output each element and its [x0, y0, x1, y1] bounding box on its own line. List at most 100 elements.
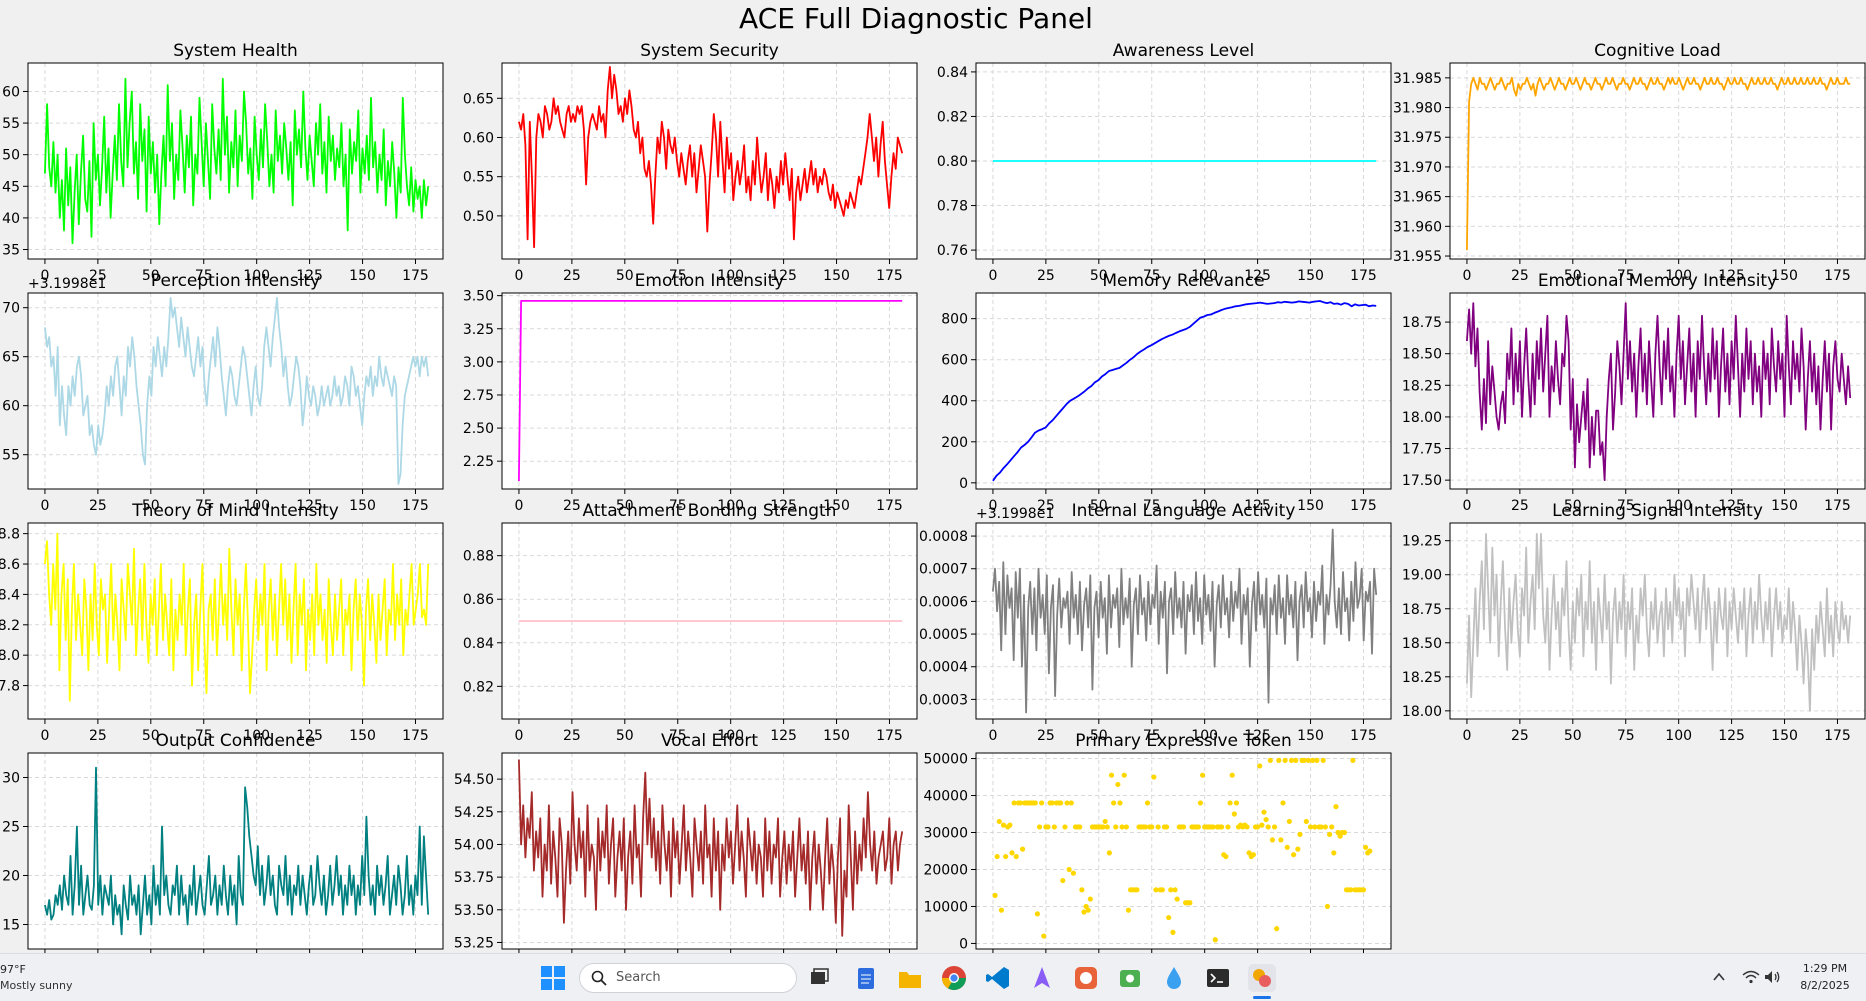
- chart-title: System Health: [173, 41, 298, 61]
- chevron-up-icon[interactable]: [1712, 970, 1726, 988]
- scatter-point: [1326, 831, 1333, 837]
- scatter-point: [1269, 837, 1276, 843]
- y-tick-label: 3.25: [463, 322, 494, 338]
- scatter-point: [1231, 811, 1237, 817]
- scatter-point: [1106, 850, 1112, 856]
- taskbar-search-box[interactable]: Search: [579, 963, 797, 993]
- plot-frame: [1449, 62, 1866, 260]
- scatter-point: [1007, 822, 1013, 828]
- y-tick-label: 0.82: [937, 109, 968, 125]
- scatter-point: [1102, 818, 1108, 825]
- plot-area: [28, 293, 443, 489]
- scatter-point: [1051, 824, 1057, 830]
- scatter-point: [1113, 824, 1119, 830]
- x-tick-label: 75: [669, 498, 687, 514]
- plot-frame: [1449, 292, 1866, 490]
- x-tick-label: 150: [1297, 728, 1324, 744]
- x-tick-label: 100: [1665, 498, 1692, 514]
- x-tick-label: 25: [89, 268, 107, 284]
- x-tick-label: 100: [243, 498, 270, 514]
- x-tick-label: 50: [616, 498, 634, 514]
- weather-temperature[interactable]: 97°F: [0, 963, 26, 976]
- weather-description[interactable]: Mostly sunny: [0, 979, 73, 992]
- vscode-icon[interactable]: [984, 964, 1012, 992]
- y-tick-label: 8.6: [0, 557, 20, 573]
- scatter-point: [1108, 772, 1115, 778]
- app-purple-icon[interactable]: [1028, 964, 1056, 992]
- x-tick-label: 100: [1191, 728, 1218, 744]
- axis-offset-label: +3.1998e1: [976, 506, 1054, 522]
- series-line: [518, 759, 904, 937]
- terminal-icon[interactable]: [1204, 964, 1232, 992]
- x-tick-label: 175: [876, 728, 903, 744]
- scatter-point: [1305, 757, 1312, 763]
- scatter-point: [1087, 896, 1093, 902]
- plot-area: [502, 63, 917, 259]
- x-tick-label: 125: [1718, 268, 1745, 284]
- y-tick-label: 3.50: [463, 289, 494, 305]
- x-tick-label: 125: [770, 498, 797, 514]
- scatter-point: [1111, 800, 1117, 806]
- x-tick-label: 175: [1350, 268, 1377, 284]
- y-tick-label: 0.84: [937, 65, 968, 81]
- x-tick-label: 175: [1824, 728, 1851, 744]
- series-line: [44, 532, 430, 702]
- y-tick-label: 2.75: [463, 388, 494, 404]
- scatter-point: [998, 907, 1005, 913]
- scatter-point: [1367, 848, 1373, 854]
- x-tick-label: 50: [1564, 268, 1582, 284]
- x-tick-label: 25: [1511, 268, 1529, 284]
- notepad-icon[interactable]: [852, 964, 880, 992]
- y-tick-label: 10000: [923, 899, 968, 915]
- y-tick-label: 400: [941, 394, 968, 410]
- series-line: [1466, 533, 1852, 712]
- windows-start-icon[interactable]: [539, 964, 567, 992]
- scatter-point: [1267, 757, 1273, 763]
- x-tick-label: 125: [296, 268, 323, 284]
- scatter-point: [1229, 772, 1235, 778]
- x-tick-label: 100: [717, 498, 744, 514]
- task-view-icon[interactable]: [805, 964, 833, 992]
- x-tick-label: 125: [1244, 268, 1271, 284]
- scatter-point: [1003, 853, 1009, 860]
- x-tick-label: 0: [988, 268, 997, 284]
- x-tick-label: 25: [1511, 498, 1529, 514]
- chart-title: Theory of Mind Intensity: [131, 501, 339, 521]
- scatter-point: [1210, 824, 1216, 830]
- x-tick-label: 0: [1462, 728, 1471, 744]
- y-tick-label: 200: [941, 435, 968, 451]
- y-tick-label: 35: [2, 243, 20, 259]
- x-tick-label: 100: [1191, 498, 1218, 514]
- volume-icon[interactable]: [1764, 970, 1782, 988]
- scatter-point: [1318, 824, 1324, 830]
- x-tick-label: 125: [1718, 498, 1745, 514]
- app-drop-icon[interactable]: [1160, 964, 1188, 992]
- file-explorer-icon[interactable]: [896, 964, 924, 992]
- x-tick-label: 50: [142, 728, 160, 744]
- y-tick-label: 55: [2, 448, 20, 464]
- y-tick-label: 18.25: [1402, 378, 1442, 394]
- series-line: [518, 300, 903, 482]
- wifi-icon[interactable]: [1742, 970, 1760, 988]
- x-tick-label: 50: [142, 268, 160, 284]
- scatter-point: [1115, 781, 1121, 788]
- clock-time[interactable]: 1:29 PM: [1802, 962, 1848, 975]
- scatter-point: [1180, 824, 1187, 830]
- x-tick-label: 125: [1718, 728, 1745, 744]
- python-app-icon[interactable]: [1248, 964, 1276, 992]
- chrome-icon[interactable]: [940, 964, 968, 992]
- chart-p9: 0 25 50 75 100 125 150 175 7.8 8.0 8.2 8.4 8.6 8.8 The…: [0, 501, 444, 744]
- search-icon: [591, 970, 607, 986]
- scatter-point: [1034, 911, 1041, 917]
- scatter-point: [1011, 800, 1017, 806]
- plot-area: [976, 293, 1391, 489]
- clock-date[interactable]: 8/2/2025: [1800, 979, 1850, 992]
- scatter-point: [1295, 846, 1301, 852]
- scatter-point: [1212, 937, 1218, 943]
- scatter-point: [1062, 824, 1068, 830]
- app-orange-icon[interactable]: [1072, 964, 1100, 992]
- app-green-icon[interactable]: [1116, 964, 1144, 992]
- x-tick-label: 100: [243, 268, 270, 284]
- x-tick-label: 0: [514, 728, 523, 744]
- y-tick-label: 18.75: [1402, 602, 1442, 618]
